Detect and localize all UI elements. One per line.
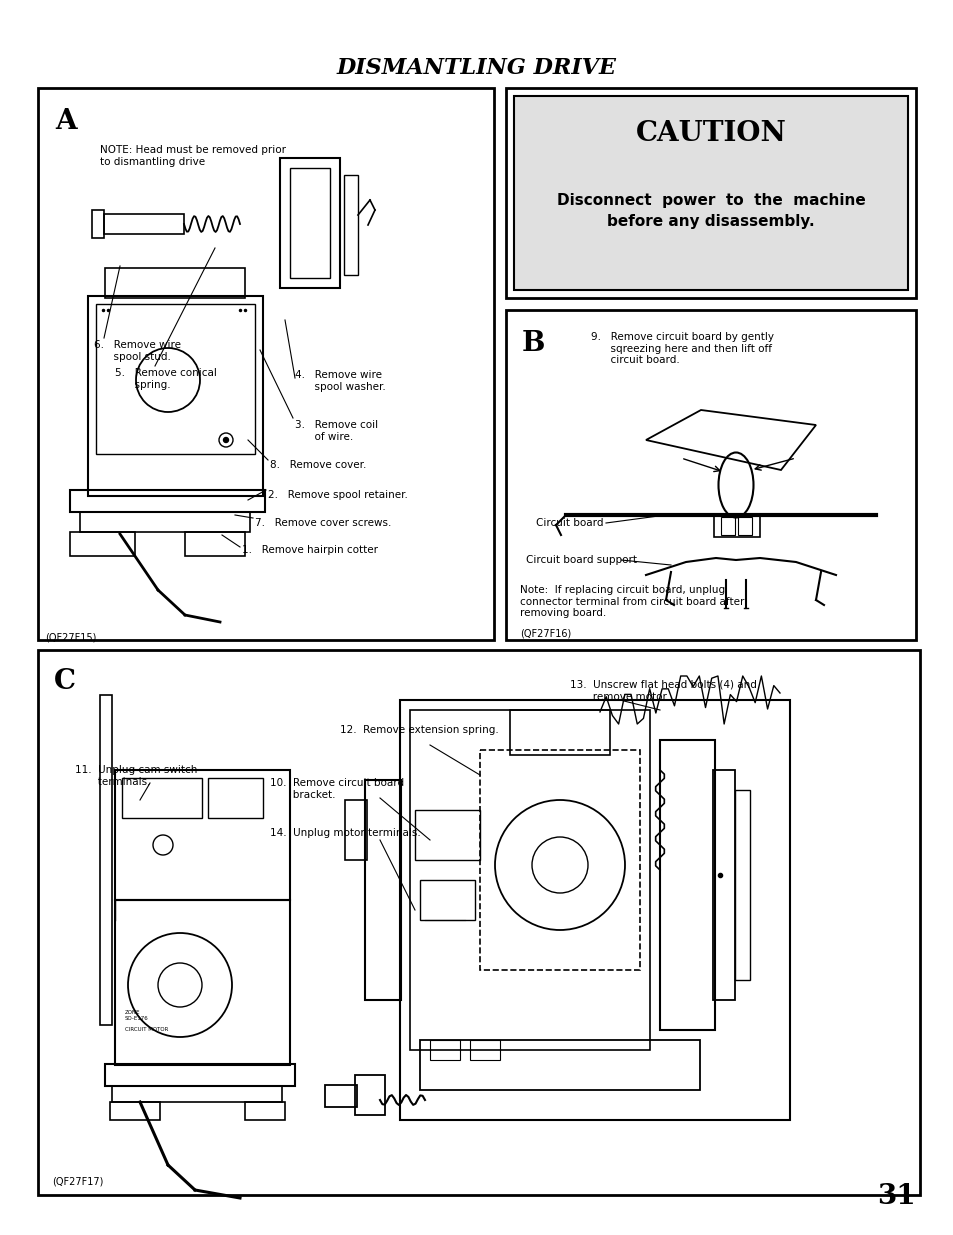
Bar: [470, 1040, 499, 1060]
Bar: [505, 88, 915, 298]
Text: 13.  Unscrew flat head bolts (4) and
       remove motor.: 13. Unscrew flat head bolts (4) and remo…: [569, 680, 756, 701]
Bar: [365, 781, 400, 1000]
Bar: [122, 778, 202, 818]
Bar: [325, 1086, 356, 1107]
Bar: [185, 532, 245, 556]
Text: 5.   Remove conical
      spring.: 5. Remove conical spring.: [115, 368, 216, 389]
Bar: [38, 650, 919, 1195]
Text: 7.   Remove cover screws.: 7. Remove cover screws.: [254, 517, 391, 529]
Text: 2.   Remove spool retainer.: 2. Remove spool retainer.: [268, 490, 408, 500]
Text: Circuit board support: Circuit board support: [525, 555, 637, 564]
Text: 12.  Remove extension spring.: 12. Remove extension spring.: [339, 725, 498, 735]
Bar: [720, 517, 734, 535]
Bar: [659, 740, 714, 1030]
Text: 1.   Remove hairpin cotter: 1. Remove hairpin cotter: [242, 545, 377, 555]
Text: Disconnect  power  to  the  machine
before any disassembly.: Disconnect power to the machine before a…: [556, 193, 864, 228]
Text: (QF27F17): (QF27F17): [52, 1177, 103, 1187]
Bar: [514, 96, 907, 290]
Bar: [510, 710, 609, 755]
Bar: [91, 210, 104, 238]
Bar: [96, 304, 254, 454]
Text: 8.   Remove cover.: 8. Remove cover.: [270, 459, 366, 471]
Text: 3.   Remove coil
      of wire.: 3. Remove coil of wire.: [294, 420, 377, 442]
Bar: [344, 175, 357, 275]
Text: NOTE: Head must be removed prior
to dismantling drive: NOTE: Head must be removed prior to dism…: [100, 144, 286, 167]
Text: CAUTION: CAUTION: [635, 120, 785, 147]
Bar: [712, 769, 734, 1000]
Text: Circuit board: Circuit board: [536, 517, 603, 529]
Bar: [734, 790, 749, 981]
Bar: [70, 490, 265, 513]
Text: C: C: [54, 668, 76, 695]
Bar: [38, 88, 494, 640]
Text: A: A: [55, 107, 76, 135]
Text: Note:  If replacing circuit board, unplug
connector terminal from circuit board : Note: If replacing circuit board, unplug…: [519, 585, 743, 619]
Text: (QF27F15): (QF27F15): [45, 632, 96, 642]
Bar: [104, 214, 184, 233]
Bar: [738, 517, 751, 535]
Text: 4.   Remove wire
      spool washer.: 4. Remove wire spool washer.: [294, 370, 385, 391]
Bar: [70, 532, 135, 556]
Bar: [410, 710, 649, 1050]
Text: 14.  Unplug motor terminals.: 14. Unplug motor terminals.: [270, 827, 420, 839]
Bar: [479, 750, 639, 969]
Text: 10.  Remove circuit board
       bracket.: 10. Remove circuit board bracket.: [270, 778, 404, 799]
Bar: [100, 695, 112, 1025]
Text: 11.  Unplug cam switch
       terminals.: 11. Unplug cam switch terminals.: [75, 764, 197, 787]
Bar: [419, 881, 475, 920]
Bar: [345, 800, 367, 860]
Text: ZONE
SO-E176

CIRCUIT MOTOR: ZONE SO-E176 CIRCUIT MOTOR: [125, 1010, 168, 1032]
Bar: [208, 778, 263, 818]
Bar: [245, 1102, 285, 1120]
Bar: [290, 168, 330, 278]
Bar: [713, 515, 760, 537]
Circle shape: [223, 437, 229, 442]
Bar: [505, 310, 915, 640]
Bar: [112, 1086, 282, 1102]
Text: 9.   Remove circuit board by gently
      sqreezing here and then lift off
     : 9. Remove circuit board by gently sqreez…: [590, 332, 773, 366]
Bar: [80, 513, 250, 532]
Text: DISMANTLING DRIVE: DISMANTLING DRIVE: [336, 57, 617, 79]
Bar: [399, 700, 789, 1120]
Bar: [105, 268, 245, 298]
Text: 6.   Remove wire
      spool stud.: 6. Remove wire spool stud.: [94, 340, 181, 362]
Bar: [115, 769, 290, 900]
Text: 31: 31: [877, 1183, 915, 1210]
Bar: [280, 158, 339, 288]
Text: (QF27F16): (QF27F16): [519, 629, 571, 638]
Text: B: B: [521, 330, 545, 357]
Bar: [88, 296, 263, 496]
Bar: [430, 1040, 459, 1060]
Bar: [419, 1040, 700, 1091]
Bar: [115, 900, 290, 1065]
Bar: [415, 810, 479, 860]
Bar: [105, 1065, 294, 1086]
Bar: [110, 1102, 160, 1120]
Bar: [355, 1074, 385, 1115]
